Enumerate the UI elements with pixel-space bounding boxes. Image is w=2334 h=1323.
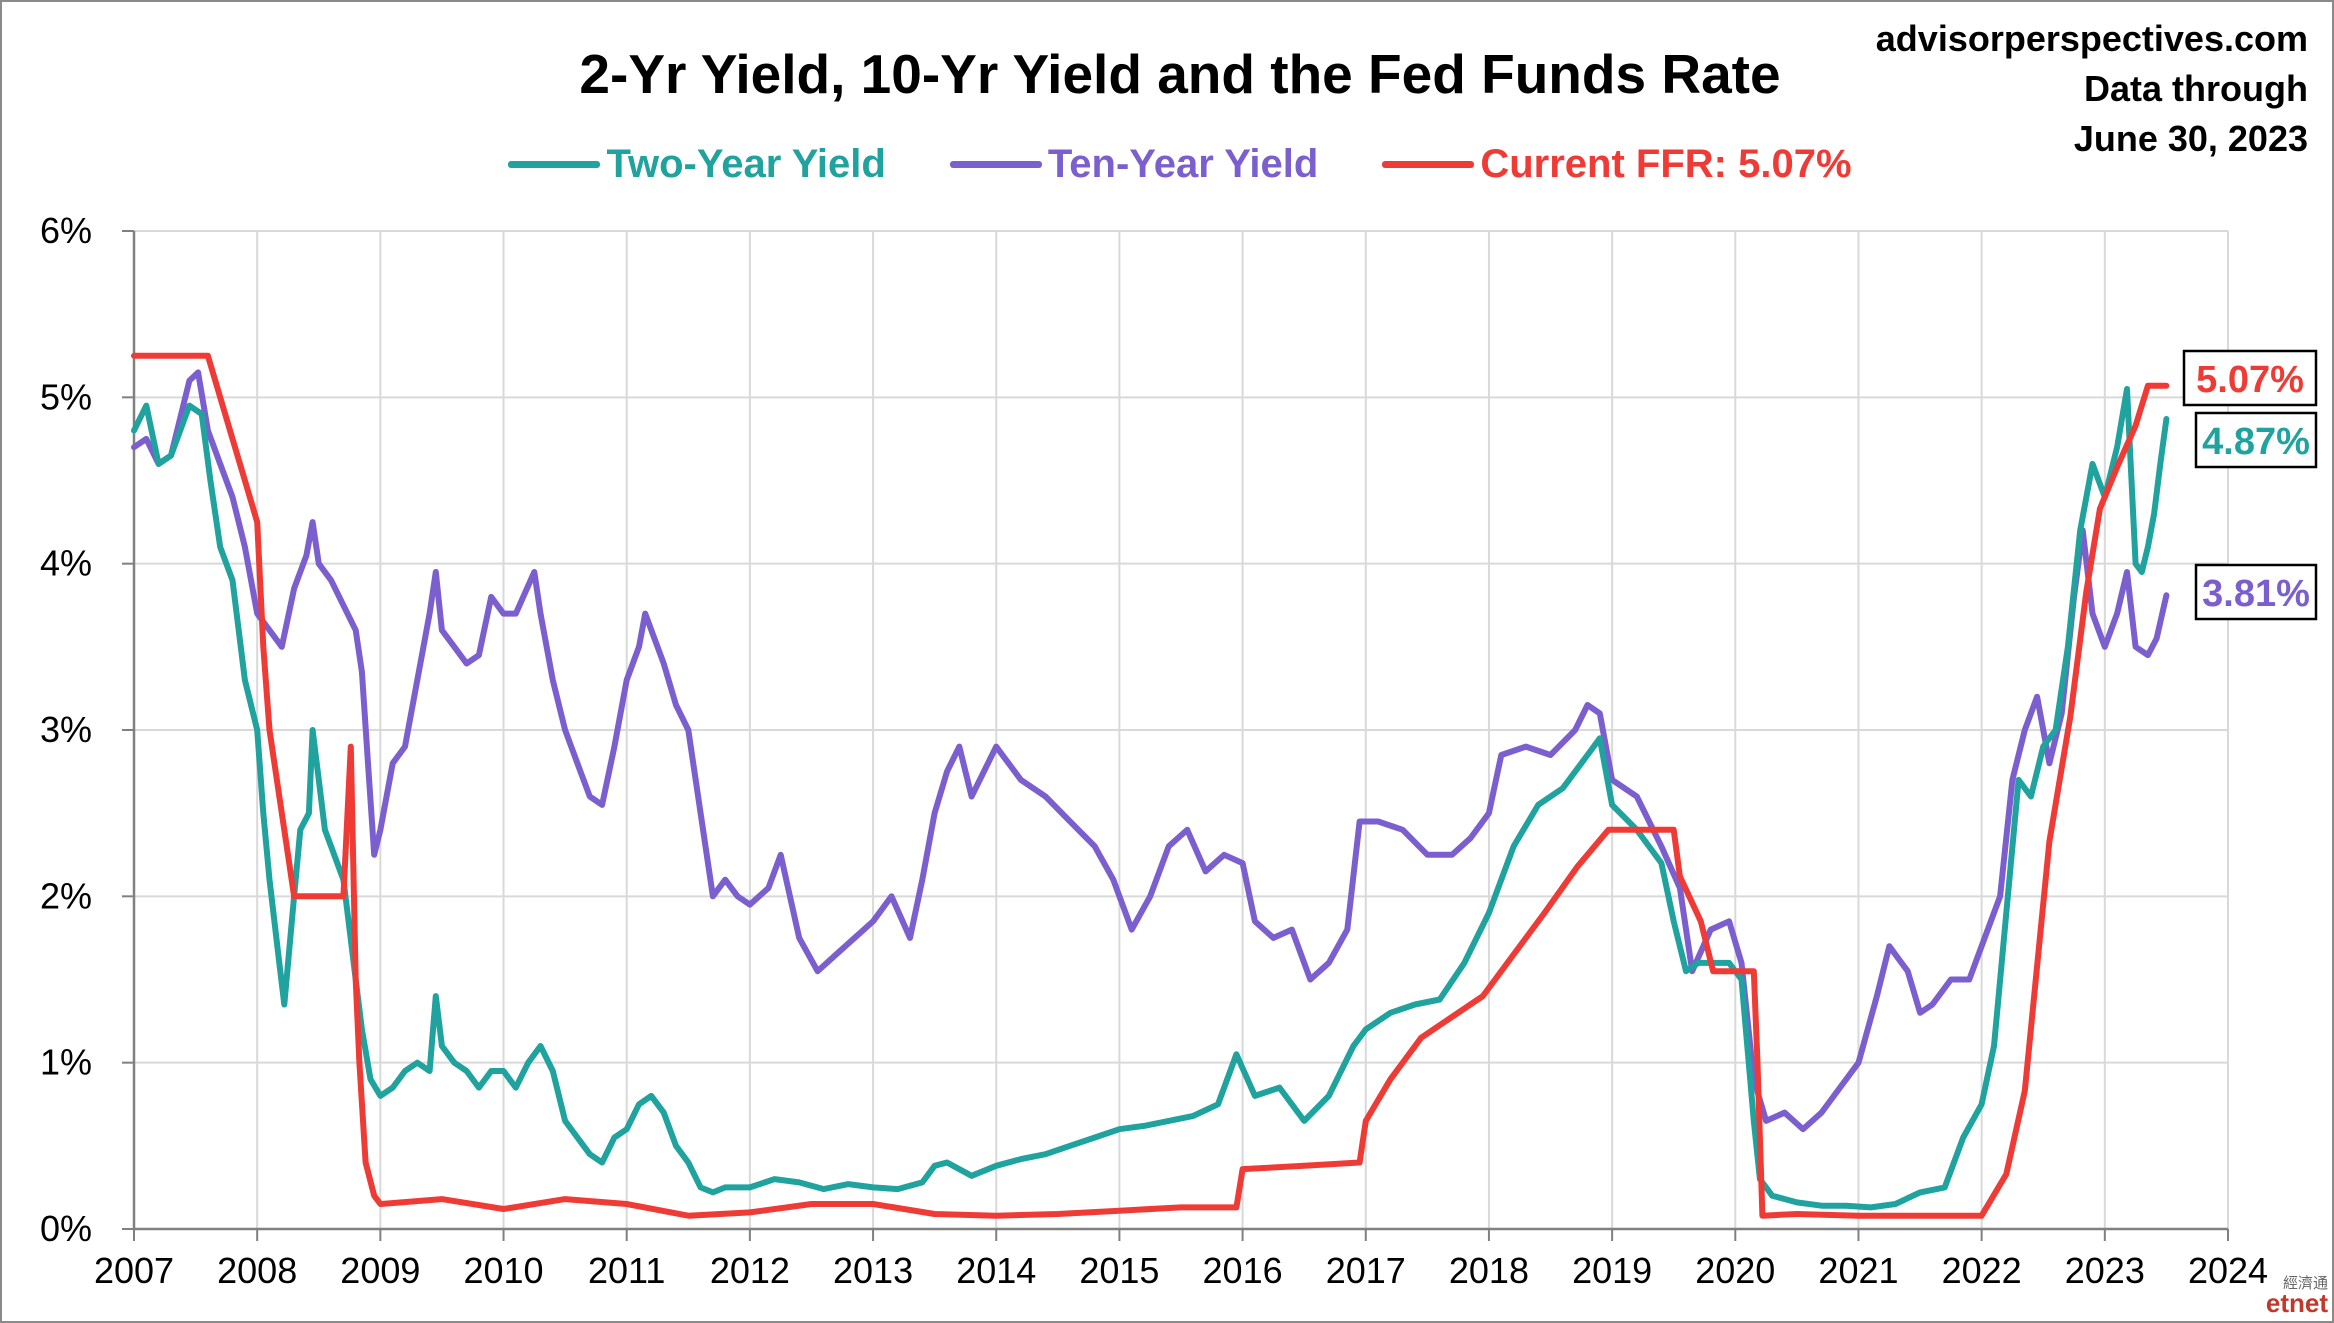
series-line-ten-year [131,369,2170,1133]
x-tick-label: 2010 [463,1250,543,1291]
x-tick-label: 2008 [217,1250,297,1291]
x-tick-label: 2013 [833,1250,913,1291]
end-label-two-year-box [2194,411,2318,469]
watermark-cn: 經濟通 [2282,1275,2328,1292]
source-site: advisorperspectives.com [1875,18,2308,59]
x-tick-label: 2009 [340,1250,420,1291]
x-tick-label: 2014 [956,1250,1036,1291]
legend-label-ffr: Current FFR: 5.07% [1480,142,1852,186]
series-line-two-year [131,386,2170,1211]
x-tick-label: 2019 [1572,1250,1652,1291]
x-tick-label: 2017 [1326,1250,1406,1291]
x-tick-label: 2016 [1203,1250,1283,1291]
legend-swatch-ten-year [949,161,1042,168]
x-tick-label: 2018 [1449,1250,1529,1291]
legend-item-two-year: Two-Year Yield [508,142,886,187]
series-line-ffr [131,352,2170,1219]
x-tick-label: 2011 [588,1250,665,1291]
y-tick-label: 2% [40,875,92,916]
legend-label-two-year: Two-Year Yield [606,142,886,186]
x-tick-label: 2022 [1942,1250,2022,1291]
end-label-ten-year: 3.81% [2202,573,2310,615]
chart-title: 2-Yr Yield, 10-Yr Yield and the Fed Fund… [579,43,1781,105]
y-tick-label: 6% [40,210,92,251]
x-tick-label: 2023 [2065,1250,2145,1291]
legend-item-ffr: Current FFR: 5.07% [1382,142,1852,187]
legend-swatch-two-year [508,161,601,168]
watermark-logo: etnet [2265,1288,2328,1318]
legend: Two-Year Yield Ten-Year Yield Current FF… [0,142,2334,187]
x-tick-label: 2012 [710,1250,790,1291]
x-tick-label: 2021 [1818,1250,1898,1291]
x-tick-label: 2020 [1695,1250,1775,1291]
x-tick-label: 2024 [2188,1250,2268,1291]
end-label-ffr: 5.07% [2196,359,2304,401]
source-data-through: Data through [2084,68,2308,109]
y-tick-label: 4% [40,543,92,584]
y-tick-label: 1% [40,1042,92,1083]
y-tick-label: 0% [40,1208,92,1249]
legend-item-ten-year: Ten-Year Yield [949,142,1319,187]
end-label-two-year: 4.87% [2202,421,2310,463]
y-tick-label: 5% [40,376,92,417]
x-tick-label: 2015 [1079,1250,1159,1291]
x-tick-label: 2007 [94,1250,174,1291]
y-tick-label: 3% [40,709,92,750]
legend-swatch-ffr [1382,161,1475,168]
source-date: June 30, 2023 [2073,118,2308,159]
end-label-ten-year-box [2194,563,2318,621]
end-label-ffr-box [2182,349,2318,407]
legend-label-ten-year: Ten-Year Yield [1047,142,1319,186]
